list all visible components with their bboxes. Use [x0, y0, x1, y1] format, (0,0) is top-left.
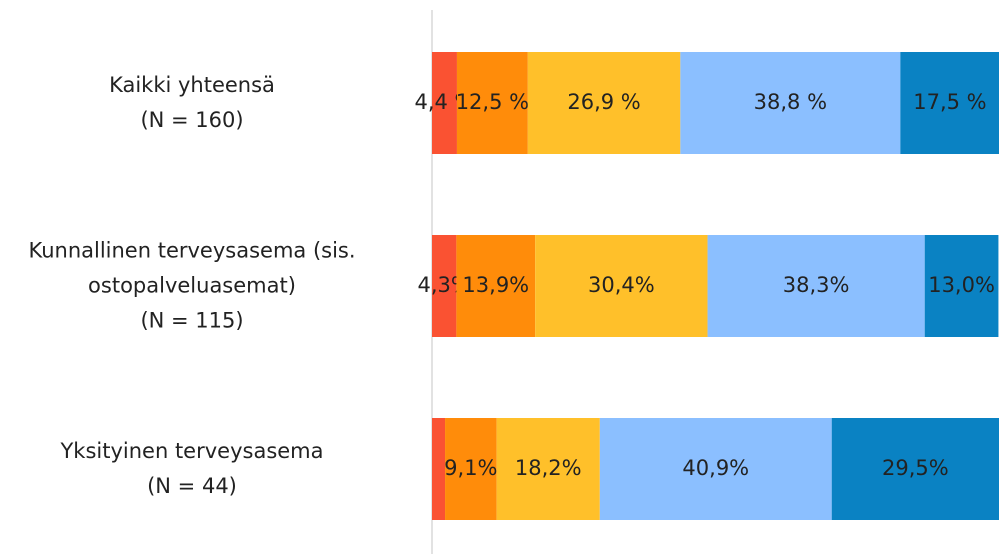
data-label: 18,2%	[515, 456, 582, 480]
bar-segment	[432, 418, 446, 520]
data-label: 30,4%	[588, 273, 655, 297]
data-label: 40,9%	[682, 456, 749, 480]
bar-segment	[456, 235, 536, 337]
bar-segment	[831, 418, 999, 520]
bar-segment	[456, 52, 528, 154]
category-label: Kaikki yhteensä (N = 160)	[109, 73, 275, 132]
bar-segment	[496, 418, 600, 520]
category-label: Yksityinen terveysasema (N = 44)	[60, 439, 324, 498]
bar-segment	[924, 235, 999, 337]
bar-segment	[527, 52, 681, 154]
category-label: Kunnallinen terveysasema (sis. ostopalve…	[28, 238, 356, 333]
bar-segment	[432, 235, 457, 337]
data-label: 26,9 %	[567, 90, 640, 114]
bar-segment	[900, 52, 999, 154]
data-label: 38,3%	[783, 273, 850, 297]
data-label: 13,0%	[928, 273, 995, 297]
bar-segment	[535, 235, 708, 337]
data-label: 38,8 %	[754, 90, 827, 114]
bar-segment	[432, 52, 457, 154]
data-label: 13,9%	[462, 273, 529, 297]
bar-segment	[707, 235, 925, 337]
data-label: 9,1%	[444, 456, 497, 480]
data-label: 17,5 %	[913, 90, 986, 114]
bar-segment	[680, 52, 901, 154]
data-label: 29,5%	[882, 456, 949, 480]
bar-segment	[445, 418, 497, 520]
data-label: 12,5 %	[456, 90, 529, 114]
bar-segment	[599, 418, 832, 520]
